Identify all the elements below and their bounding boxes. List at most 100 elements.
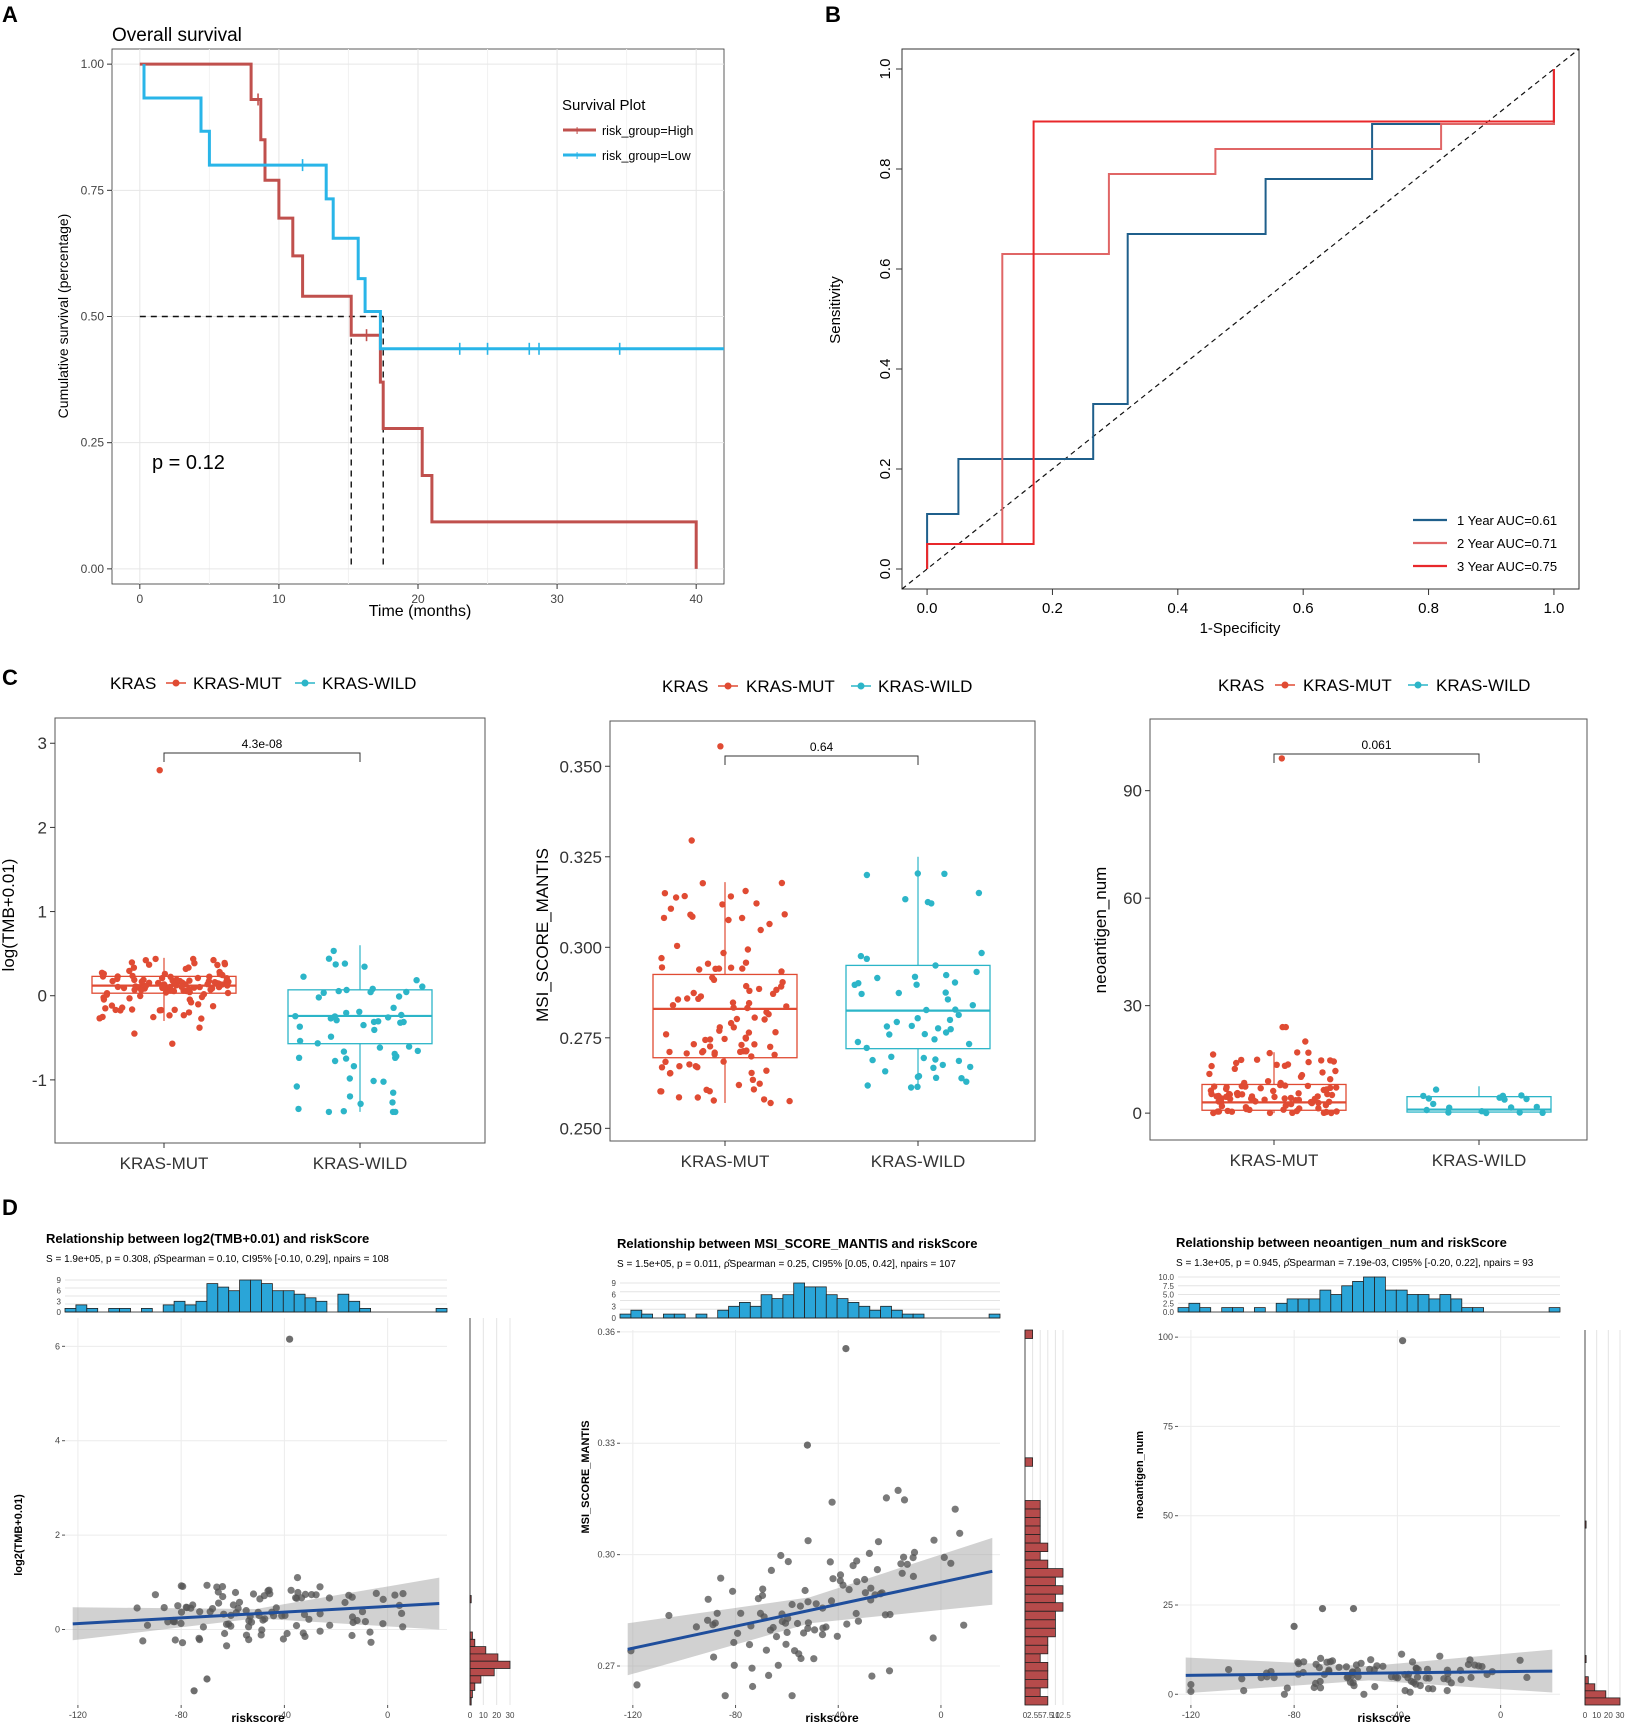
- roc-tick-label-y: 0.0: [877, 559, 894, 580]
- data-point: [762, 1646, 771, 1654]
- data-point: [1238, 1083, 1246, 1090]
- right-hist-bar: [1024, 1627, 1056, 1638]
- data-point: [908, 1022, 915, 1030]
- data-point: [854, 1038, 862, 1046]
- outlier-point: [196, 1024, 203, 1031]
- data-point: [909, 1554, 917, 1562]
- top-hist-bar: [695, 1313, 708, 1319]
- outlier-point: [325, 1108, 333, 1116]
- box-tick-label-y: 0.350: [559, 757, 602, 776]
- data-point: [1271, 1093, 1278, 1101]
- data-point: [760, 1096, 768, 1103]
- data-point: [1294, 1049, 1301, 1056]
- survival-tick-label-x: 10: [272, 592, 286, 606]
- data-point: [1215, 1098, 1222, 1105]
- data-point: [729, 999, 737, 1006]
- right-hist-bar: [1584, 1676, 1589, 1685]
- data-point: [1305, 1058, 1312, 1066]
- data-point: [633, 1681, 641, 1689]
- data-point: [221, 961, 229, 968]
- box-tick-label-x: KRAS-WILD: [1432, 1151, 1526, 1170]
- data-point: [414, 1047, 421, 1055]
- data-point: [159, 984, 166, 991]
- msi-legend: KRAS KRAS-MUT KRAS-WILD: [662, 677, 972, 696]
- right-hist-bar: [1584, 1690, 1607, 1699]
- data-point: [126, 967, 133, 975]
- data-point: [947, 1559, 955, 1567]
- data-point: [719, 901, 726, 908]
- top-hist-bar: [315, 1300, 328, 1313]
- data-point: [249, 1590, 258, 1598]
- data-point: [777, 1551, 785, 1560]
- corr-tick-label-x: -120: [69, 1710, 87, 1720]
- data-point: [734, 1629, 742, 1637]
- data-point: [399, 1623, 407, 1631]
- right-hist-bar: [1024, 1679, 1049, 1689]
- data-point: [743, 1047, 750, 1054]
- data-point: [754, 1595, 763, 1603]
- data-point: [721, 1035, 728, 1043]
- top-hist-bar: [293, 1293, 306, 1313]
- data-point: [242, 1607, 250, 1615]
- data-point: [810, 1655, 818, 1663]
- data-point: [389, 1099, 396, 1106]
- data-point: [753, 900, 760, 907]
- data-point: [1250, 1097, 1257, 1104]
- box-tick-label-y: -1: [32, 1071, 47, 1090]
- top-hist-bar: [206, 1283, 219, 1313]
- data-point: [965, 1040, 973, 1048]
- data-point: [293, 1574, 302, 1582]
- data-point: [223, 975, 230, 982]
- data-point: [370, 1018, 378, 1026]
- top-hist-bar: [663, 1313, 675, 1319]
- data-point: [1425, 1674, 1433, 1682]
- data-point: [883, 1023, 891, 1030]
- data-point: [738, 914, 746, 922]
- box-tick-label-y: 0.300: [559, 938, 602, 957]
- data-point: [390, 1004, 397, 1011]
- data-point: [727, 1019, 735, 1027]
- data-point: [403, 988, 410, 996]
- regression-line: [627, 1569, 993, 1651]
- data-point: [185, 1009, 193, 1016]
- right-hist-tick-label: 30: [1616, 1711, 1625, 1720]
- top-hist-bar: [858, 1305, 871, 1319]
- data-point: [858, 990, 865, 998]
- top-hist-bar: [337, 1293, 350, 1313]
- top-hist-bar: [282, 1290, 295, 1313]
- data-point: [340, 1048, 348, 1055]
- data-point: [929, 1634, 937, 1642]
- data-point: [155, 979, 162, 987]
- corr-tick-label-x: -80: [1288, 1710, 1301, 1720]
- significance-bracket: [163, 752, 361, 762]
- survival-xlabel: Time (months): [369, 603, 472, 620]
- data-point: [725, 916, 732, 924]
- data-point: [898, 1569, 906, 1577]
- tmb-corr-ylabel: log2(TMB+0.01): [13, 1494, 25, 1576]
- roc-tick-label-y: 1.0: [877, 59, 894, 80]
- right-hist-bar: [1024, 1508, 1041, 1518]
- data-point: [296, 1037, 304, 1045]
- data-point: [1211, 1083, 1218, 1090]
- data-point: [766, 920, 773, 928]
- data-point: [348, 1613, 357, 1621]
- data-point: [102, 1005, 109, 1012]
- data-point: [1225, 1666, 1233, 1674]
- data-point: [786, 1097, 793, 1105]
- roc-tick-label-y: 0.2: [877, 459, 894, 480]
- top-hist-bar: [261, 1283, 273, 1313]
- top-hist-bar: [250, 1279, 262, 1313]
- data-point: [1335, 1663, 1343, 1671]
- data-point: [235, 1598, 244, 1606]
- tmb-ylabel: log(TMB+0.01): [0, 859, 18, 972]
- right-hist-tick-label: 10: [1592, 1711, 1601, 1720]
- data-point: [720, 1058, 727, 1065]
- data-point: [744, 946, 752, 953]
- data-point: [292, 1013, 299, 1020]
- data-point: [198, 993, 206, 1001]
- data-point: [174, 1602, 182, 1610]
- top-hist-bar: [1395, 1289, 1408, 1313]
- right-hist-bar: [1024, 1559, 1049, 1569]
- data-point: [829, 1575, 837, 1583]
- data-point: [191, 960, 198, 967]
